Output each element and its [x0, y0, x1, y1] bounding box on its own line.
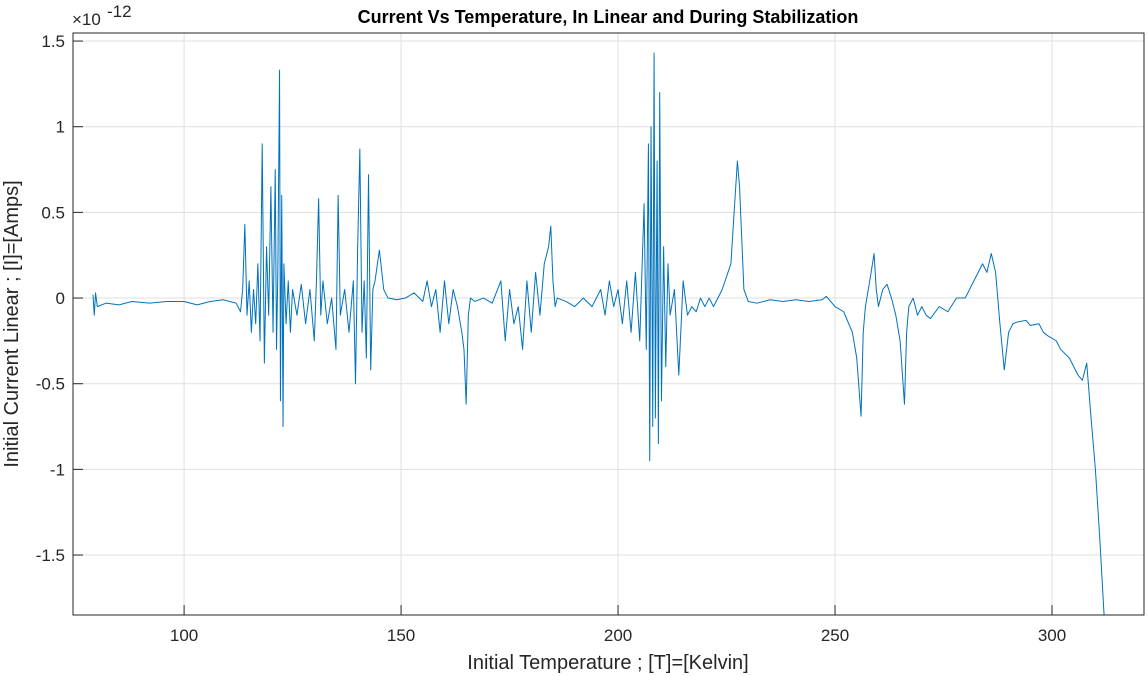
chart-title: Current Vs Temperature, In Linear and Du…	[358, 7, 859, 27]
y-exponent-base: ×10	[72, 10, 101, 29]
series	[92, 52, 1105, 615]
ticks: 100 150 200 250 300 -1.5 -1 -0.5 0 0.5 1 1.5	[36, 32, 1066, 645]
plot-area	[73, 33, 1144, 615]
y-tick-label: -1.5	[36, 546, 65, 565]
axes-box	[72, 32, 1145, 616]
x-tick-label: 200	[604, 626, 632, 645]
y-tick-label: 0	[56, 289, 65, 308]
x-tick-label: 250	[821, 626, 849, 645]
y-axis-label: Initial Current Linear ; [I]=[Amps]	[1, 180, 23, 467]
data-line	[92, 52, 1105, 615]
x-axis-label: Initial Temperature ; [T]=[Kelvin]	[467, 652, 748, 674]
y-tick-label: 1	[56, 118, 65, 137]
x-tick-label: 100	[170, 626, 198, 645]
y-tick-label: -1	[50, 460, 65, 479]
x-tick-label: 300	[1038, 626, 1066, 645]
y-tick-label: 1.5	[41, 32, 65, 51]
y-tick-label: 0.5	[41, 203, 65, 222]
y-tick-label: -0.5	[36, 375, 65, 394]
grid	[73, 33, 1144, 615]
x-tick-label: 150	[387, 626, 415, 645]
y-exponent: -12	[107, 2, 132, 21]
